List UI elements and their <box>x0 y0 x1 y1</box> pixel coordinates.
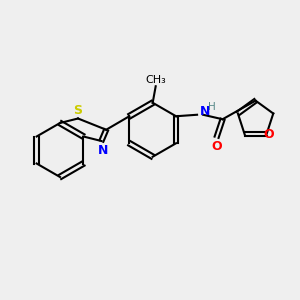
Text: CH₃: CH₃ <box>145 75 166 85</box>
Text: O: O <box>211 140 222 153</box>
Text: S: S <box>74 104 82 117</box>
Text: H: H <box>208 102 215 112</box>
Text: O: O <box>263 128 274 140</box>
Text: N: N <box>98 144 108 157</box>
Text: N: N <box>200 105 210 118</box>
